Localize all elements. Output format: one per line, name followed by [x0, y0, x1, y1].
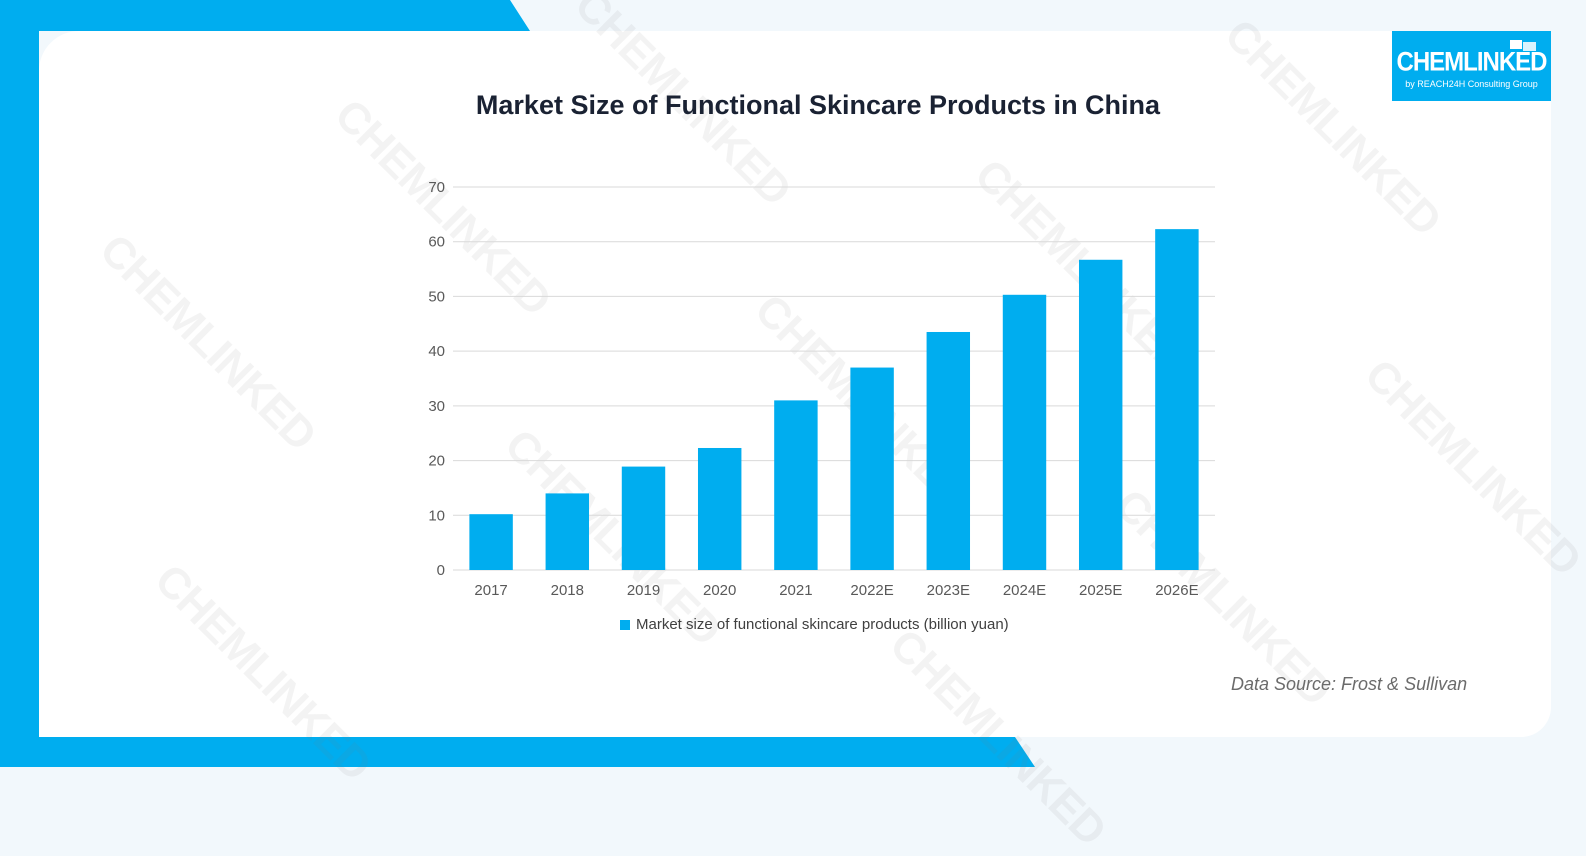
x-tick-label: 2024E [1003, 582, 1046, 599]
bar-2021 [774, 400, 818, 570]
logo-wordmark: CHEMLINKED [1396, 47, 1548, 78]
chat-bubbles-icon [1510, 40, 1536, 51]
bar-2026e [1155, 229, 1199, 570]
y-tick-label: 40 [428, 343, 445, 360]
x-axis-ticks: 2017 2018 2019 2020 2021 2022E 2023E 2024E 2025E… [474, 582, 1198, 599]
logo-subtext: by REACH24H Consulting Group [1405, 79, 1538, 89]
x-tick-label: 2017 [474, 582, 507, 599]
bar-2022e [850, 367, 894, 570]
bar-2025e [1078, 259, 1123, 570]
x-tick-label: 2026E [1155, 582, 1198, 599]
y-tick-label: 60 [428, 234, 445, 251]
bar-2023e [926, 331, 971, 570]
y-tick-label: 70 [428, 179, 445, 196]
chemlinked-logo: CHEMLINKED by REACH24H Consulting Group [1392, 31, 1551, 101]
x-tick-label: 2019 [627, 582, 660, 599]
x-tick-label: 2025E [1079, 582, 1122, 599]
bar-2024e [1002, 294, 1047, 570]
y-tick-label: 30 [428, 398, 445, 415]
data-source: Data Source: Frost & Sullivan [1231, 674, 1468, 694]
y-tick-label: 50 [428, 288, 445, 305]
chart-legend: Market size of functional skincare produ… [620, 616, 1009, 633]
bar-2020 [697, 447, 742, 570]
x-tick-label: 2022E [850, 582, 893, 599]
bar-2019 [621, 466, 666, 570]
bar-2017 [469, 514, 513, 570]
x-tick-label: 2023E [927, 582, 970, 599]
y-tick-label: 0 [437, 562, 445, 579]
legend-swatch [620, 619, 630, 630]
y-tick-label: 10 [428, 507, 445, 524]
bar-2018 [545, 493, 590, 570]
chart-title: Market Size of Functional Skincare Produ… [475, 90, 1161, 120]
background-shapes [0, 0, 1035, 767]
legend-label: Market size of functional skincare produ… [636, 616, 1009, 633]
bars [469, 229, 1199, 570]
y-axis-ticks: 0 10 20 30 40 50 60 70 [428, 179, 445, 579]
x-tick-label: 2021 [779, 582, 812, 599]
y-tick-label: 20 [428, 453, 445, 470]
x-tick-label: 2020 [703, 582, 736, 599]
x-tick-label: 2018 [551, 582, 584, 599]
bar-chart: 0 10 20 30 40 50 60 70 2017 2018 2019 2020 2021 2022… [428, 179, 1215, 599]
content-card [39, 31, 1551, 737]
